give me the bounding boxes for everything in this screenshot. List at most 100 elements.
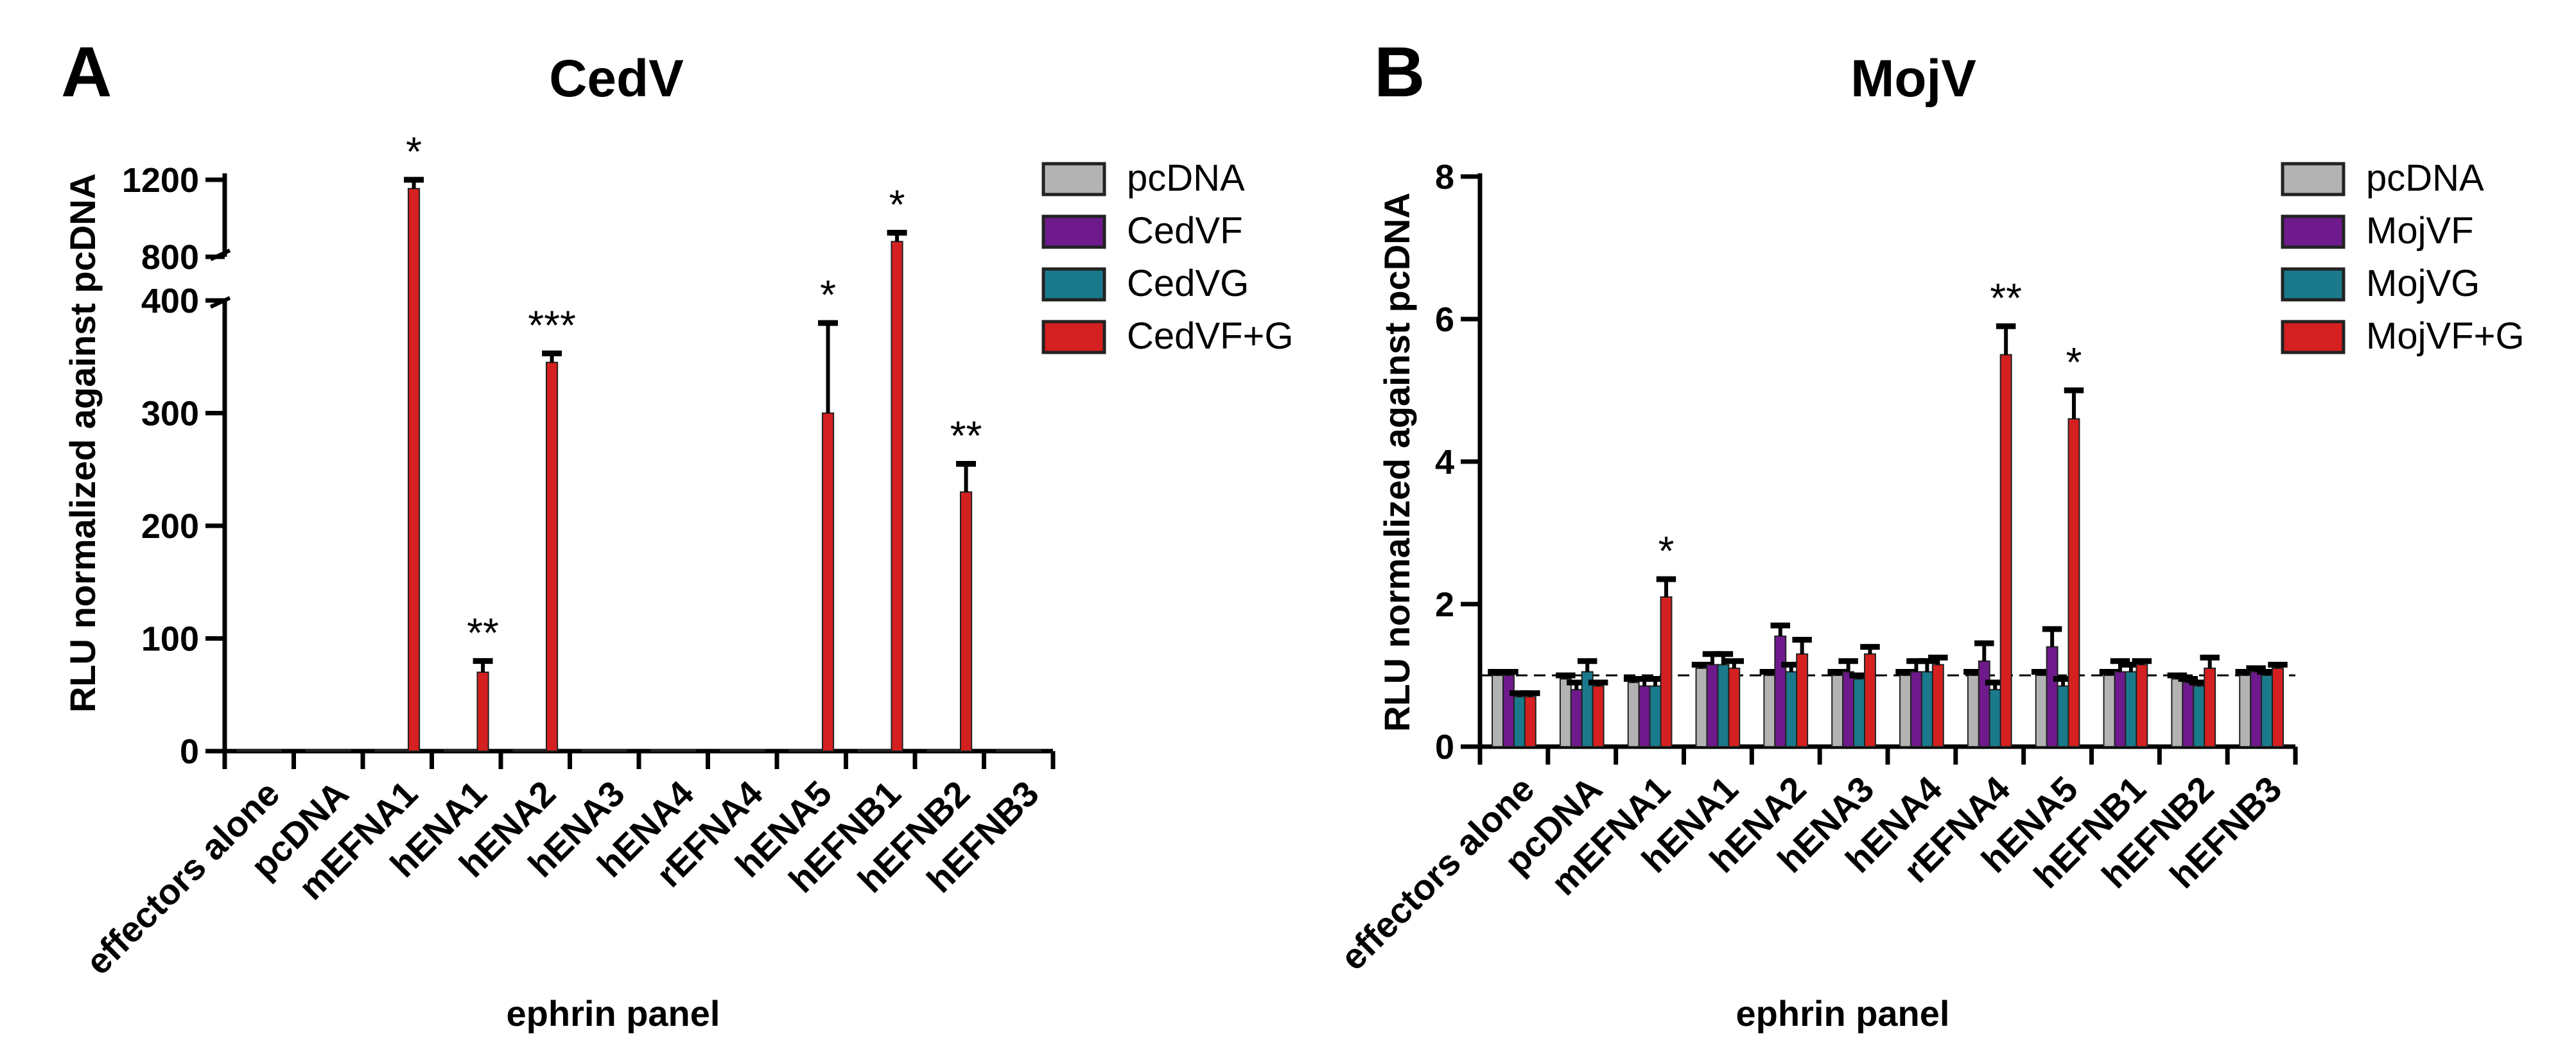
chart-a-bar-cedvg	[466, 749, 478, 752]
chart-a-legend-label: CedVG	[1127, 263, 1249, 304]
chart-a-bar-pcdna	[443, 749, 457, 752]
chart-b-significance-marker: **	[1990, 275, 2022, 321]
chart-b-bar-mojvf-g	[2136, 664, 2148, 747]
chart-b-legend-label: MojVF+G	[2366, 315, 2525, 357]
chart-a-bar-cedvf-g	[891, 241, 903, 752]
chart-b-bar-mojvg	[2057, 685, 2069, 748]
chart-b-bar-mojvf	[2114, 671, 2127, 747]
chart-a-bar-cedvf	[731, 749, 744, 752]
chart-a-bar-cedvg	[258, 749, 271, 752]
chart-a-bar-pcdna	[650, 749, 663, 752]
chart-a-bar-cedvf-g	[683, 749, 697, 752]
chart-b-bar-mojvg	[1853, 678, 1866, 748]
panel-a-xlabel: ephrin panel	[507, 993, 720, 1034]
chart-a-y-tick-label: 800	[141, 238, 199, 277]
chart-b-bar-mojvf-g	[1931, 664, 1944, 747]
panel-b-letter: B	[1374, 33, 1425, 112]
chart-a-legend-swatch	[1041, 320, 1106, 354]
panel-b-ylabel: RLU normalized against pcDNA	[1377, 193, 1417, 732]
panel-a-title: CedV	[549, 49, 684, 108]
chart-a-bar-cedvf-g	[1029, 749, 1041, 752]
chart-a-bar-cedvg	[810, 749, 823, 752]
chart-b-bar-mojvf	[2182, 682, 2195, 747]
chart-a-y-tick-label: 100	[141, 620, 199, 659]
chart-a-bar-pcdna	[305, 749, 318, 752]
chart-b-y-tick-label: 6	[1435, 300, 1454, 339]
chart-b-y-tick-label: 8	[1435, 158, 1454, 196]
panel-b-title: MojV	[1850, 49, 1976, 108]
chart-b-bar-mojvg	[2193, 685, 2206, 748]
chart-b-bar-mojvg	[1785, 671, 1798, 747]
chart-a-bar-cedvg	[742, 749, 754, 752]
chart-b-bar-pcdna	[1695, 667, 1708, 748]
chart-b-bar-pcdna	[2239, 675, 2252, 747]
chart-a-legend-label: CedVF	[1127, 210, 1243, 252]
chart-b-bar-mojvf	[1842, 671, 1855, 747]
chart-a-legend-label: CedVF+G	[1127, 315, 1294, 357]
chart-a-bar-cedvf-g	[476, 672, 489, 752]
chart-a-bar-pcdna	[512, 749, 525, 752]
chart-a-significance-marker: ***	[528, 302, 576, 348]
chart-a-bar-cedvg	[672, 749, 685, 752]
chart-b-legend-label: MojVG	[2366, 263, 2480, 304]
chart-b-bar-mojvf-g	[2204, 667, 2216, 748]
chart-b-bar-mojvg	[2261, 675, 2274, 747]
chart-b-bar-pcdna	[1627, 682, 1640, 747]
chart-a-bar-cedvf	[869, 749, 882, 752]
panel-b-xlabel: ephrin panel	[1736, 993, 1950, 1034]
chart-b-bar-mojvf-g	[1592, 685, 1605, 748]
chart-a-legend-swatch	[1041, 162, 1106, 196]
chart-a-y-tick-label: 400	[141, 282, 199, 320]
chart-a-bar-cedvg	[948, 749, 961, 752]
chart-a-bar-cedvf	[385, 749, 398, 752]
chart-a-bar-cedvg	[604, 749, 616, 752]
chart-b-significance-marker: *	[1658, 528, 1675, 574]
chart-a: 0 100 200 300 400 800 1200 effectors alone pcDNA…	[78, 128, 1293, 982]
chart-a-bar-pcdna	[236, 749, 249, 752]
chart-b-legend-label: MojVF	[2366, 210, 2474, 252]
chart-b-bar-mojvf	[1638, 685, 1651, 748]
chart-b-bar-mojvf-g	[2067, 418, 2080, 748]
chart-b-bar-mojvf-g	[1524, 696, 1536, 748]
chart-a-bar-cedvf	[593, 749, 605, 752]
chart-b-y-tick-label: 2	[1435, 585, 1454, 624]
chart-b-bar-mojvg	[1920, 671, 1933, 747]
chart-a-legend-label: pcDNA	[1127, 157, 1245, 199]
chart-b-bar-mojvf	[1570, 689, 1583, 747]
chart-a-legend-swatch	[1041, 267, 1106, 302]
chart-b-y-tick-label: 4	[1435, 443, 1454, 481]
chart-a-bar-pcdna	[995, 749, 1009, 752]
chart-b-bar-pcdna	[1967, 675, 1980, 747]
chart-b-legend-swatch	[2281, 214, 2345, 249]
chart-a-bar-cedvg	[534, 749, 547, 752]
chart-a-bar-cedvf-g	[545, 361, 559, 752]
chart-b-legend-swatch	[2281, 267, 2345, 302]
chart-b-legend-swatch	[2281, 320, 2345, 354]
chart-b-significance-marker: *	[2066, 339, 2082, 385]
chart-b-bar-pcdna	[2171, 678, 2184, 748]
chart-b-bar-pcdna	[1492, 675, 1504, 747]
chart-a-bar-cedvf-g	[269, 749, 283, 752]
chart-a-bar-cedvf-g	[753, 749, 765, 752]
chart-b-legend-label: pcDNA	[2366, 157, 2484, 199]
panel-a-ylabel: RLU normalized against pcDNA	[62, 173, 103, 713]
chart-a-bar-cedvf	[799, 749, 812, 752]
chart-a-bar-cedvg	[396, 749, 409, 752]
chart-a-bar-pcdna	[927, 749, 939, 752]
chart-a-bar-cedvf-g	[407, 187, 421, 752]
chart-b-bar-mojvg	[1989, 689, 2001, 747]
chart-a-bar-cedvf	[247, 749, 260, 752]
chart-a-bar-pcdna	[581, 749, 595, 752]
chart-a-bar-cedvf	[1007, 749, 1020, 752]
chart-b-bar-mojvf	[1978, 660, 1990, 748]
chart-b-bar-mojvf-g	[1660, 596, 1673, 748]
chart-b-bar-mojvf-g	[1728, 667, 1741, 748]
chart-a-bar-cedvf-g	[959, 491, 973, 752]
chart-a-bar-cedvf	[937, 749, 950, 752]
chart-a-bar-cedvf	[661, 749, 674, 752]
chart-a-significance-marker: *	[406, 128, 422, 175]
chart-a-bar-cedvg	[1018, 749, 1031, 752]
chart-a-legend-swatch	[1041, 214, 1106, 249]
chart-b-bar-mojvf-g	[1999, 354, 2012, 747]
